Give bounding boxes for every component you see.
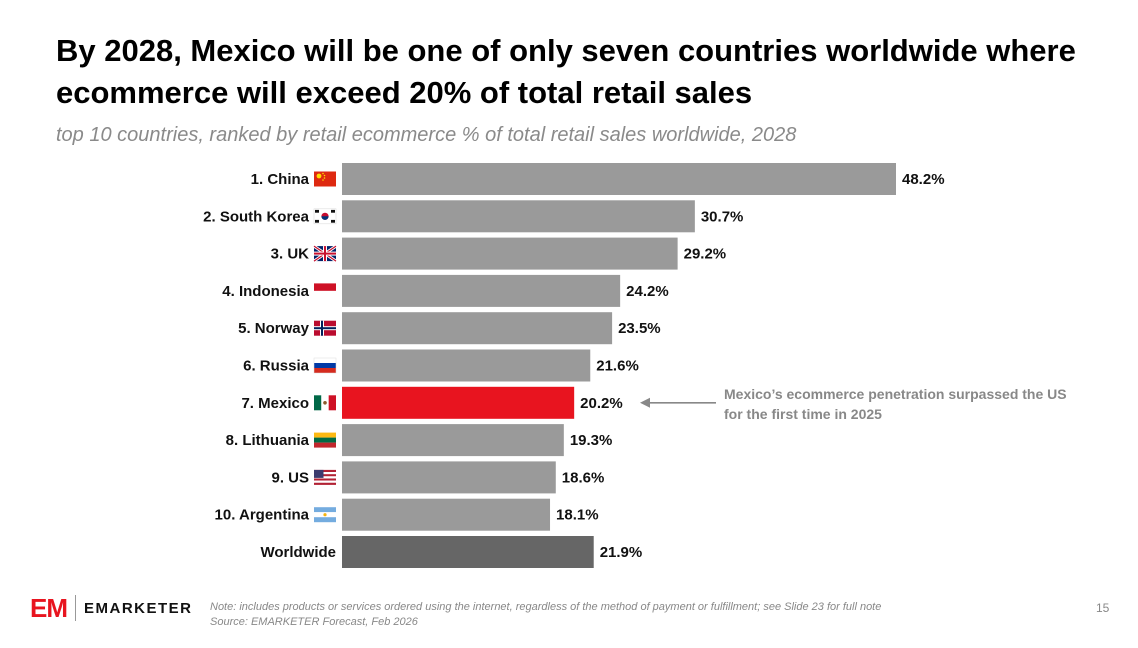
- category-label: 10. Argentina: [215, 507, 310, 524]
- bar-9: [342, 498, 551, 531]
- bar-5: [342, 349, 591, 382]
- russia-flag-icon: [313, 357, 337, 374]
- value-label: 20.2%: [580, 395, 623, 412]
- value-label: 21.9%: [600, 544, 643, 561]
- south-korea-flag-icon: [313, 208, 337, 225]
- bar-2: [342, 237, 678, 270]
- norway-flag-icon: [314, 320, 336, 336]
- uk-flag-icon: [313, 244, 337, 263]
- category-label: 8. Lithuania: [226, 432, 310, 449]
- bar-10: [342, 536, 594, 568]
- bar-0: [342, 163, 896, 195]
- indonesia-flag-icon: [314, 283, 336, 299]
- bar-7: [342, 424, 564, 457]
- category-label: 6. Russia: [243, 358, 310, 375]
- category-label: 1. China: [251, 171, 310, 188]
- bar-chart: 1. China 48.2% 2. South Korea 30.7% 3. UK 29.…: [203, 163, 945, 568]
- page-number: 15: [1096, 601, 1110, 615]
- chart-subtitle: top 10 countries, ranked by retail ecomm…: [56, 124, 797, 146]
- bar-8: [342, 461, 556, 494]
- us-flag-icon: [314, 469, 336, 485]
- mexico-annotation: Mexico’s ecommerce penetration surpassed…: [724, 386, 1067, 422]
- logo-mark: EM: [30, 592, 68, 623]
- bar-4: [342, 312, 613, 345]
- bar-1: [342, 200, 695, 233]
- value-label: 24.2%: [626, 283, 669, 300]
- chart-title: By 2028, Mexico will be one of only seve…: [56, 33, 1076, 110]
- category-label: 9. US: [271, 469, 309, 486]
- value-label: 29.2%: [684, 246, 727, 263]
- category-label: Worldwide: [260, 544, 336, 561]
- annotation-arrow: [640, 397, 716, 408]
- bar-3: [342, 274, 621, 307]
- value-label: 18.6%: [562, 469, 605, 486]
- note-text: Note: includes products or services orde…: [210, 601, 882, 613]
- category-label: 5. Norway: [238, 320, 310, 337]
- footnote: Note: includes products or services orde…: [210, 600, 1070, 630]
- bar-6: [342, 386, 575, 419]
- category-label: 7. Mexico: [241, 395, 309, 412]
- category-label: 3. UK: [271, 246, 310, 263]
- value-label: 48.2%: [902, 171, 945, 188]
- value-label: 21.6%: [596, 358, 639, 375]
- source-text: Source: EMARKETER Forecast, Feb 2026: [210, 616, 418, 628]
- logo-divider: [75, 595, 76, 621]
- mexico-flag-icon: [314, 395, 336, 411]
- lithuania-flag-icon: [314, 432, 336, 448]
- argentina-flag-icon: [314, 507, 336, 523]
- emarketer-logo: EM EMARKETER: [30, 593, 193, 623]
- china-flag-icon: [314, 171, 336, 187]
- value-label: 18.1%: [556, 507, 599, 524]
- value-label: 23.5%: [618, 320, 661, 337]
- category-label: 4. Indonesia: [222, 283, 309, 300]
- category-label: 2. South Korea: [203, 208, 310, 225]
- logo-text: EMARKETER: [84, 599, 193, 617]
- value-label: 19.3%: [570, 432, 613, 449]
- value-label: 30.7%: [701, 208, 744, 225]
